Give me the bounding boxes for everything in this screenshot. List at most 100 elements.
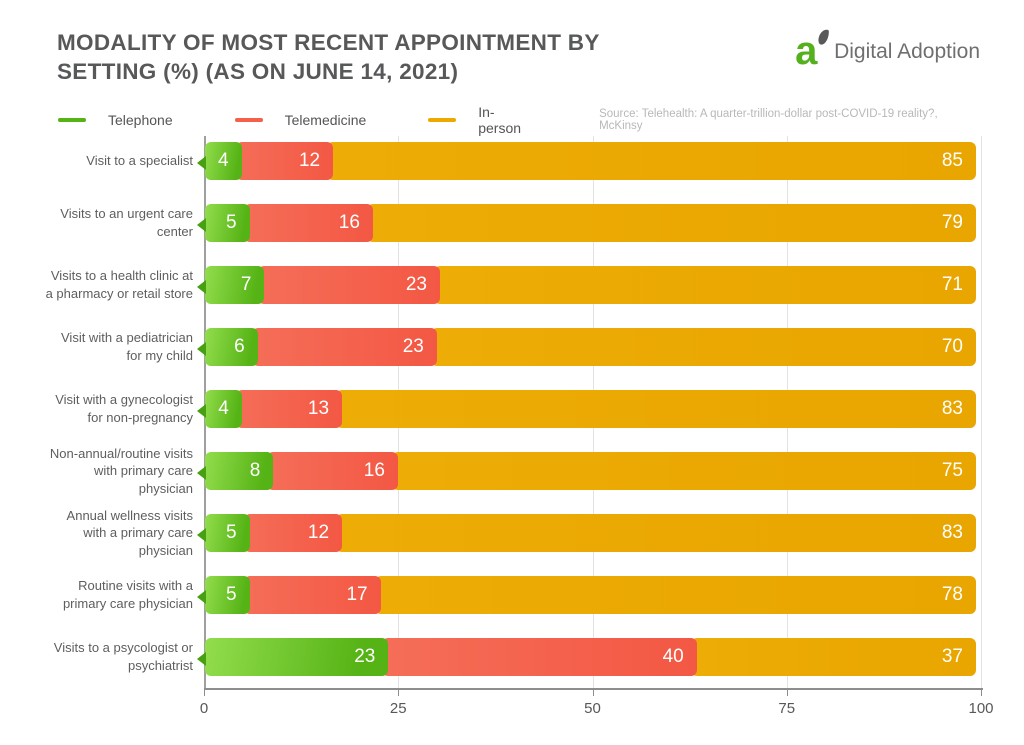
bar-pointer-icon <box>197 280 206 294</box>
x-tick-label-100: 100 <box>968 700 994 717</box>
bar-value-label: 12 <box>298 150 321 171</box>
bar-value-label: 13 <box>307 398 330 419</box>
bar-segment-in-person: 79 <box>366 204 976 242</box>
bar-value-label: 79 <box>941 212 963 233</box>
bar-segment-telephone: 4 <box>205 390 242 428</box>
chart-rows: Visit to a specialist 4 12 85 Visits to an u… <box>0 130 1024 688</box>
bar-segment-telemedicine: 40 <box>382 638 697 676</box>
bar-value-label: 23 <box>405 274 427 295</box>
bar-value-label: 5 <box>225 584 237 605</box>
digital-adoption-logo-icon: a <box>795 28 830 73</box>
gridline-100 <box>981 136 982 688</box>
bar-track: 4 13 83 <box>197 390 976 428</box>
bar-segment-in-person: 75 <box>391 452 976 490</box>
bar-segment-telephone: 7 <box>205 266 265 304</box>
bar-segment-telemedicine: 16 <box>243 204 373 242</box>
axis-tick <box>981 690 982 696</box>
x-tick-label-25: 25 <box>389 700 407 717</box>
category-label-text: Routine visits with a primary care physi… <box>62 578 193 611</box>
bar-track: 7 23 71 <box>197 266 976 304</box>
bar-segment-in-person: 71 <box>434 266 976 304</box>
category-label-text: Visit to a specialist <box>86 153 193 169</box>
legend-item-telemedicine: Telemedicine <box>234 112 366 128</box>
bar-value-label: 85 <box>941 150 963 171</box>
legend-item-in-person: In-person <box>428 104 537 136</box>
brand-name: Digital Adoption <box>834 40 980 63</box>
category-label: Visits to a health clinic at a pharmacy … <box>0 254 205 316</box>
category-label-text: Visits to a psycologist or psychiatrist <box>53 640 193 673</box>
bar-segment-in-person: 70 <box>430 328 976 366</box>
bar-track: 8 16 75 <box>197 452 976 490</box>
x-tick-label-75: 75 <box>778 700 796 717</box>
bar-row: Visit with a pediatrician for my child 6 2… <box>0 316 1024 378</box>
bar-track: 5 17 78 <box>197 576 976 614</box>
bar-segment-telephone: 5 <box>205 204 250 242</box>
category-label: Visit with a pediatrician for my child <box>0 316 205 378</box>
bar-value-label: 70 <box>941 336 963 357</box>
category-label-text: Annual wellness visits with a primary ca… <box>66 507 193 558</box>
bar-value-label: 83 <box>941 398 963 419</box>
bar-segment-in-person: 83 <box>336 390 976 428</box>
category-label: Routine visits with a primary care physi… <box>0 564 205 626</box>
bar-track: 6 23 70 <box>197 328 976 366</box>
bar-track: 5 16 79 <box>197 204 976 242</box>
bar-segment-telephone: 8 <box>205 452 274 490</box>
bar-segment-telemedicine: 13 <box>235 390 343 428</box>
bar-value-label: 83 <box>941 522 963 543</box>
category-label: Visits to a psycologist or psychiatrist <box>0 626 205 688</box>
bar-row: Routine visits with a primary care physi… <box>0 564 1024 626</box>
stacked-bar-chart: Visit to a specialist 4 12 85 Visits to an u… <box>0 130 1024 688</box>
bar-row: Visits to an urgent care center 5 16 79 <box>0 192 1024 254</box>
bar-value-label: 37 <box>941 646 963 667</box>
bar-segment-telemedicine: 12 <box>235 142 334 180</box>
category-label: Visits to an urgent care center <box>0 192 205 254</box>
axis-tick <box>204 690 205 696</box>
bar-pointer-icon <box>197 466 206 480</box>
category-label: Non-annual/routine visits with primary c… <box>0 440 205 502</box>
category-label: Visit to a specialist <box>0 130 205 192</box>
bar-value-label: 71 <box>941 274 963 295</box>
bar-pointer-icon <box>197 156 206 170</box>
bar-segment-telephone: 6 <box>205 328 258 366</box>
legend-dash-icon <box>428 118 457 122</box>
bar-value-label: 6 <box>234 336 245 357</box>
bar-value-label: 16 <box>363 460 385 481</box>
bar-value-label: 75 <box>941 460 963 481</box>
bar-value-label: 7 <box>240 274 252 295</box>
bar-value-label: 40 <box>662 646 684 667</box>
x-axis-labels: 0 25 50 75 100 <box>0 700 1024 720</box>
bar-row: Visits to a health clinic at a pharmacy … <box>0 254 1024 316</box>
bar-segment-in-person: 78 <box>374 576 976 614</box>
bar-track: 4 12 85 <box>197 142 976 180</box>
brand-logo: a Digital Adoption <box>795 28 980 73</box>
bar-segment-telemedicine: 16 <box>267 452 398 490</box>
category-label: Annual wellness visits with a primary ca… <box>0 502 205 564</box>
axis-tick <box>592 690 594 696</box>
category-label-text: Visits to an urgent care center <box>60 206 193 239</box>
bar-segment-telephone: 23 <box>205 638 389 676</box>
axis-tick <box>786 690 788 696</box>
bar-value-label: 16 <box>338 212 360 233</box>
bar-segment-in-person: 85 <box>327 142 976 180</box>
category-label-text: Visits to a health clinic at a pharmacy … <box>45 268 193 301</box>
page-title-line2: SETTING (%) (AS ON JUNE 14, 2021) <box>57 59 459 85</box>
bar-value-label: 23 <box>354 646 376 667</box>
bar-pointer-icon <box>197 652 206 666</box>
bar-value-label: 17 <box>346 584 368 605</box>
bar-row: Visits to a psycologist or psychiatrist 2… <box>0 626 1024 688</box>
bar-pointer-icon <box>197 528 206 542</box>
x-tick-label-0: 0 <box>199 700 209 717</box>
category-label-text: Visit with a pediatrician for my child <box>61 330 193 363</box>
category-label-text: Non-annual/routine visits with primary c… <box>49 445 193 496</box>
bar-value-label: 4 <box>217 150 229 171</box>
bar-value-label: 8 <box>249 460 261 481</box>
bar-track: 5 12 83 <box>197 514 976 552</box>
bar-segment-telemedicine: 17 <box>243 576 381 614</box>
category-label: Visit with a gynecologist for non-pregna… <box>0 378 205 440</box>
page-title: MODALITY OF MOST RECENT APPOINTMENT BY S… <box>57 28 600 87</box>
legend: Telephone Telemedicine In-person <box>58 104 599 136</box>
legend-label: In-person <box>478 104 522 136</box>
x-axis-line <box>204 688 983 690</box>
logo-letter: a <box>795 29 818 73</box>
bar-segment-telemedicine: 23 <box>251 328 437 366</box>
